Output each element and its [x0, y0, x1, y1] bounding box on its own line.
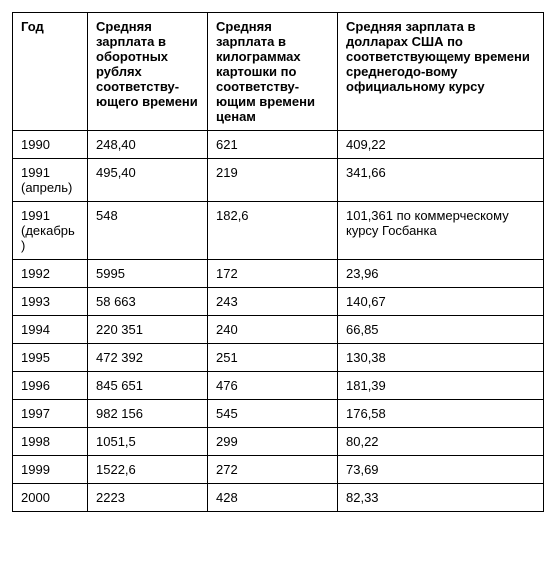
table-cell: 472 392 [88, 344, 208, 372]
table-cell: 982 156 [88, 400, 208, 428]
table-row: 199358 663243140,67 [13, 288, 544, 316]
table-cell: 2223 [88, 484, 208, 512]
table-cell: 101,361 по коммерческому курсу Госбанка [338, 202, 544, 260]
table-cell: 1991 (апрель) [13, 159, 88, 202]
table-row: 1990248,40621409,22 [13, 131, 544, 159]
table-cell: 299 [208, 428, 338, 456]
table-cell: 80,22 [338, 428, 544, 456]
table-cell: 248,40 [88, 131, 208, 159]
table-cell: 82,33 [338, 484, 544, 512]
table-cell: 1995 [13, 344, 88, 372]
table-cell: 5995 [88, 260, 208, 288]
table-cell: 1522,6 [88, 456, 208, 484]
table-cell: 182,6 [208, 202, 338, 260]
table-cell: 219 [208, 159, 338, 202]
table-cell: 1991 (декабрь) [13, 202, 88, 260]
table-row: 1994220 35124066,85 [13, 316, 544, 344]
table-row: 19991522,627273,69 [13, 456, 544, 484]
table-cell: 495,40 [88, 159, 208, 202]
table-row: 1996845 651476181,39 [13, 372, 544, 400]
table-cell: 140,67 [338, 288, 544, 316]
table-row: 2000222342882,33 [13, 484, 544, 512]
col-potatoes: Средняя зарплата в килограммах картошки … [208, 13, 338, 131]
table-cell: 1993 [13, 288, 88, 316]
table-row: 1991 (декабрь)548182,6101,361 по коммерч… [13, 202, 544, 260]
col-rubles: Средняя зарплата в оборотных рублях соот… [88, 13, 208, 131]
table-cell: 341,66 [338, 159, 544, 202]
table-cell: 243 [208, 288, 338, 316]
table-cell: 220 351 [88, 316, 208, 344]
table-cell: 272 [208, 456, 338, 484]
table-cell: 251 [208, 344, 338, 372]
table-cell: 621 [208, 131, 338, 159]
col-year: Год [13, 13, 88, 131]
table-cell: 428 [208, 484, 338, 512]
table-cell: 172 [208, 260, 338, 288]
table-cell: 66,85 [338, 316, 544, 344]
table-row: 19981051,529980,22 [13, 428, 544, 456]
table-cell: 545 [208, 400, 338, 428]
table-cell: 1990 [13, 131, 88, 159]
col-usd: Средняя зарплата в долларах США по соотв… [338, 13, 544, 131]
table-cell: 548 [88, 202, 208, 260]
table-body: 1990248,40621409,221991 (апрель)495,4021… [13, 131, 544, 512]
table-cell: 1992 [13, 260, 88, 288]
table-row: 1992599517223,96 [13, 260, 544, 288]
table-cell: 1998 [13, 428, 88, 456]
table-cell: 58 663 [88, 288, 208, 316]
table-cell: 2000 [13, 484, 88, 512]
table-cell: 130,38 [338, 344, 544, 372]
table-cell: 1999 [13, 456, 88, 484]
table-cell: 23,96 [338, 260, 544, 288]
table-cell: 1996 [13, 372, 88, 400]
table-cell: 409,22 [338, 131, 544, 159]
table-cell: 176,58 [338, 400, 544, 428]
table-cell: 73,69 [338, 456, 544, 484]
table-row: 1997982 156545176,58 [13, 400, 544, 428]
header-row: Год Средняя зарплата в оборотных рублях … [13, 13, 544, 131]
table-row: 1995472 392251130,38 [13, 344, 544, 372]
table-cell: 1997 [13, 400, 88, 428]
salary-table: Год Средняя зарплата в оборотных рублях … [12, 12, 544, 512]
table-row: 1991 (апрель)495,40219341,66 [13, 159, 544, 202]
table-cell: 845 651 [88, 372, 208, 400]
table-cell: 181,39 [338, 372, 544, 400]
table-cell: 1051,5 [88, 428, 208, 456]
table-cell: 1994 [13, 316, 88, 344]
table-cell: 476 [208, 372, 338, 400]
table-cell: 240 [208, 316, 338, 344]
